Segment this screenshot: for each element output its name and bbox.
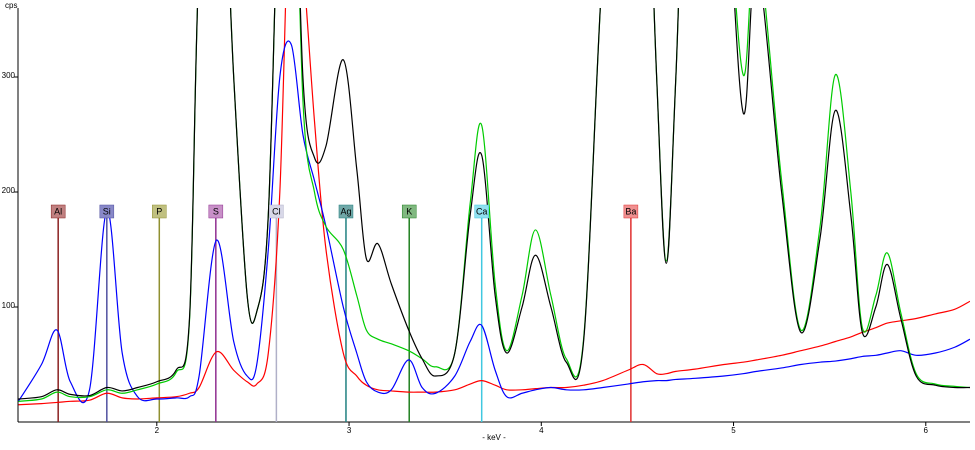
element-label: Cl <box>272 206 281 216</box>
element-label: K <box>406 206 412 216</box>
element-label: Al <box>54 206 62 216</box>
element-box <box>338 204 354 219</box>
element-label: P <box>156 206 162 216</box>
element-box <box>401 204 417 219</box>
y-tick-label: 200 <box>2 186 16 195</box>
element-label: Ca <box>476 206 488 216</box>
x-tick-label: 5 <box>731 426 736 435</box>
element-label: Ag <box>340 206 351 216</box>
element-box <box>623 204 639 219</box>
spectrum-line <box>18 40 970 404</box>
x-axis-label: - keV - <box>482 433 506 442</box>
x-tick-label: 2 <box>155 426 160 435</box>
spectrum-line <box>18 8 970 406</box>
y-tick-label: 300 <box>2 71 16 80</box>
x-tick-label: 3 <box>347 426 352 435</box>
y-axis-label: cps <box>5 1 17 10</box>
element-box <box>474 204 489 219</box>
element-label: Ba <box>625 206 636 216</box>
x-tick-label: 4 <box>539 426 544 435</box>
element-box <box>208 204 224 219</box>
element-box <box>99 204 115 219</box>
element-box <box>152 204 167 219</box>
element-label: S <box>213 206 219 216</box>
y-tick-label: 100 <box>2 301 16 310</box>
x-tick-label: 6 <box>924 426 929 435</box>
spectrum-line <box>18 8 970 402</box>
plot-area <box>18 8 970 422</box>
spectrum-line <box>18 8 970 400</box>
element-label: Si <box>103 206 111 216</box>
element-box <box>50 204 66 219</box>
element-box <box>269 204 284 219</box>
